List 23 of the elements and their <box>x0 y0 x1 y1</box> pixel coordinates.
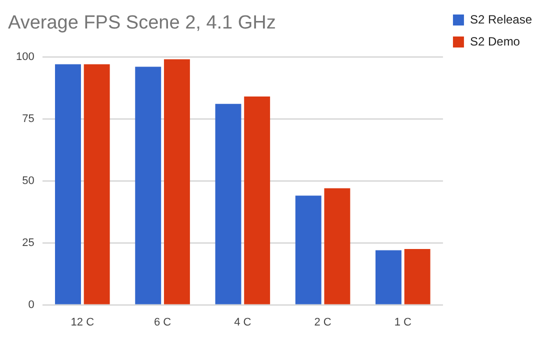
legend-label: S2 Release <box>470 12 532 26</box>
bar <box>215 104 242 304</box>
legend-label: S2 Demo <box>470 34 520 48</box>
bar <box>55 64 81 304</box>
x-tick-label: 12 C <box>70 316 94 328</box>
bar <box>376 250 402 304</box>
bar <box>324 188 350 304</box>
bar <box>404 249 430 304</box>
x-tick-label: 6 C <box>154 316 172 328</box>
bar <box>164 59 190 304</box>
chart-title: Average FPS Scene 2, 4.1 GHz <box>8 12 276 34</box>
y-tick-label: 0 <box>28 298 34 311</box>
y-tick-label: 100 <box>16 50 34 63</box>
x-tick-label: 4 C <box>234 316 252 328</box>
bar <box>135 66 162 304</box>
y-tick-label: 25 <box>22 236 34 249</box>
x-tick-label: 1 C <box>394 316 412 328</box>
bar <box>295 196 322 304</box>
y-tick-label: 75 <box>22 112 34 125</box>
y-tick-label: 50 <box>22 174 34 187</box>
bar <box>244 96 270 304</box>
bar <box>84 64 110 304</box>
x-tick-label: 2 C <box>314 316 332 328</box>
